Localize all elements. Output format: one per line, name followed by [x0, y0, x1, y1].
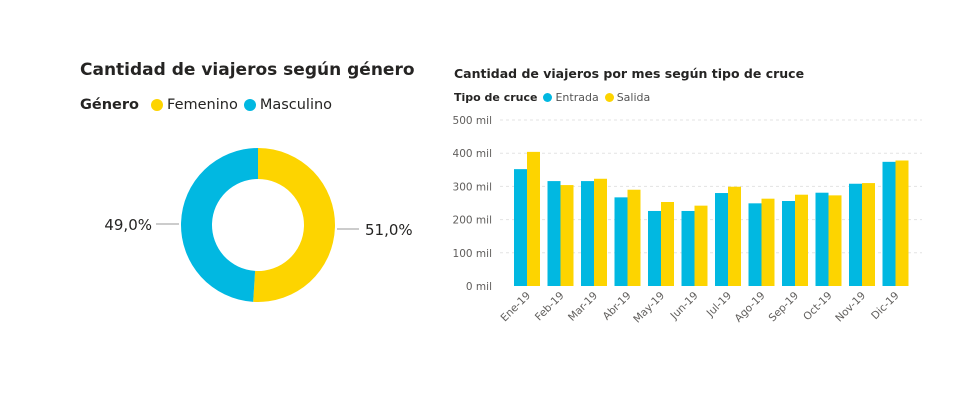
legend-item-masculino[interactable]: Masculino — [243, 97, 333, 113]
bar-entrada-may-19[interactable] — [648, 210, 661, 286]
bar-entrada-sep-19[interactable] — [782, 201, 795, 286]
x-tick-label: Feb-19 — [533, 290, 567, 324]
bar-salida-oct-19[interactable] — [828, 195, 842, 286]
bar-salida-jul-19[interactable] — [728, 186, 741, 286]
legend-label-entrada: Entrada — [555, 91, 599, 104]
donut-chart-title: Cantidad de viajeros según género — [80, 60, 415, 80]
donut-chart-panel: Cantidad de viajeros según género Género… — [78, 52, 438, 352]
y-tick-label: 500 mil — [453, 115, 492, 127]
bar-entrada-feb-19[interactable] — [547, 181, 561, 286]
bar-entrada-jul-19[interactable] — [715, 193, 728, 286]
bar-salida-nov-19[interactable] — [862, 183, 875, 286]
donut-legend-title: Género — [80, 97, 140, 113]
x-tick-label: Ene-19 — [499, 290, 534, 325]
bar-chart-panel: Cantidad de viajeros por mes según tipo … — [452, 60, 952, 360]
x-tick-label: Mar-19 — [566, 290, 600, 324]
bar-salida-may-19[interactable] — [661, 202, 674, 286]
donut-legend: Género Femenino Masculino — [80, 97, 338, 113]
y-tick-label: 300 mil — [453, 181, 492, 193]
bar-salida-ene-19[interactable] — [527, 151, 540, 286]
y-tick-label: 0 mil — [466, 281, 492, 293]
x-tick-label: May-19 — [631, 290, 667, 326]
x-tick-label: Jul-19 — [704, 290, 734, 320]
y-tick-label: 100 mil — [453, 248, 492, 260]
bar-salida-feb-19[interactable] — [560, 185, 574, 286]
legend-label-masculino: Masculino — [259, 97, 333, 113]
legend-item-salida[interactable]: Salida — [604, 91, 651, 104]
bar-entrada-ene-19[interactable] — [514, 169, 527, 286]
y-tick-label: 200 mil — [453, 215, 492, 227]
bar-salida-sep-19[interactable] — [795, 194, 808, 286]
x-tick-label: Abr-19 — [601, 290, 634, 323]
legend-item-femenino[interactable]: Femenino — [151, 97, 238, 113]
salida-swatch — [604, 93, 614, 102]
bar-entrada-ago-19[interactable] — [748, 203, 762, 286]
bar-legend: Tipo de cruce Entrada Salida — [454, 91, 656, 104]
entrada-swatch — [543, 93, 553, 102]
bar-salida-abr-19[interactable] — [627, 189, 641, 286]
bar-salida-jun-19[interactable] — [694, 205, 708, 286]
slice-label-masculino: 49,0% — [104, 216, 152, 234]
slice-label-femenino: 51,0% — [365, 221, 413, 239]
donut-slice-masculino[interactable] — [181, 148, 258, 302]
x-tick-label: Dic-19 — [869, 290, 901, 322]
bar-entrada-jun-19[interactable] — [681, 210, 695, 286]
masculino-swatch — [243, 99, 256, 111]
bar-entrada-mar-19[interactable] — [581, 181, 594, 286]
bar-chart-title: Cantidad de viajeros por mes según tipo … — [454, 66, 805, 81]
legend-item-entrada[interactable]: Entrada — [543, 91, 599, 104]
x-tick-label: Jun-19 — [668, 290, 701, 323]
bar-entrada-dic-19[interactable] — [882, 161, 896, 286]
x-tick-label: Sep-19 — [767, 290, 802, 325]
bar-entrada-oct-19[interactable] — [815, 192, 829, 286]
bar-entrada-nov-19[interactable] — [849, 183, 862, 286]
bar-legend-title: Tipo de cruce — [454, 91, 538, 104]
bar-salida-mar-19[interactable] — [594, 178, 607, 286]
x-tick-label: Ago-19 — [733, 290, 768, 325]
bar-entrada-abr-19[interactable] — [614, 197, 628, 286]
x-tick-label: Nov-19 — [833, 290, 868, 325]
bar-salida-dic-19[interactable] — [895, 160, 909, 286]
bar-chart: 0 mil 100 mil 200 mil 300 mil 400 mil 500 mil… — [453, 115, 922, 326]
y-tick-label: 400 mil — [453, 148, 492, 160]
legend-label-salida: Salida — [616, 91, 651, 104]
donut-chart: 51,0% 49,0% — [104, 148, 413, 302]
bar-salida-ago-19[interactable] — [761, 198, 775, 286]
legend-label-femenino: Femenino — [167, 97, 238, 113]
femenino-swatch — [151, 99, 164, 111]
donut-slice-femenino[interactable] — [253, 148, 336, 302]
x-tick-label: Oct-19 — [801, 290, 834, 323]
